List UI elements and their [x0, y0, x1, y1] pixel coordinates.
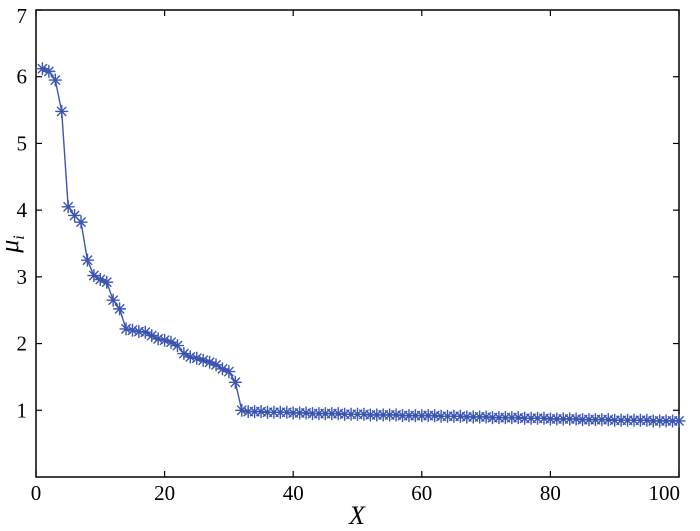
y-axis-title-subscript: i — [11, 235, 28, 239]
y-tick-label: 7 — [17, 4, 28, 28]
y-tick-label: 6 — [17, 65, 28, 89]
y-tick-label: 5 — [17, 131, 28, 155]
data-point-marker — [203, 355, 217, 369]
data-point-marker — [177, 347, 191, 361]
data-point-marker — [87, 269, 101, 283]
data-point-marker — [106, 293, 120, 307]
data-point-marker — [672, 414, 686, 428]
data-point-marker — [215, 362, 229, 376]
data-point-marker — [151, 332, 165, 346]
data-point-marker — [48, 73, 62, 87]
data-point-marker — [235, 403, 249, 417]
y-tick-label: 3 — [17, 265, 28, 289]
data-point-marker — [145, 329, 159, 343]
data-point-marker — [170, 339, 184, 353]
x-tick-label: 0 — [31, 481, 42, 505]
data-point-marker — [113, 302, 127, 316]
data-point-marker — [222, 365, 236, 379]
data-point-marker — [158, 333, 172, 347]
data-point-marker — [190, 351, 204, 365]
data-point-marker — [228, 375, 242, 389]
axis-tick-labels: 0 20 40 60 80 100 1 2 3 4 5 6 7 — [17, 4, 681, 505]
data-point-marker — [80, 253, 94, 267]
y-tick-label: 4 — [17, 198, 28, 222]
data-point-marker — [55, 104, 69, 118]
y-axis-title: μi — [0, 235, 28, 254]
series-markers — [35, 62, 686, 428]
data-point-marker — [183, 350, 197, 364]
data-point-marker — [93, 273, 107, 287]
data-point-marker — [138, 325, 152, 339]
data-point-marker — [35, 62, 49, 76]
x-axis-title: X — [348, 501, 366, 530]
x-tick-label: 40 — [283, 481, 304, 505]
data-point-marker — [68, 208, 82, 222]
data-point-marker — [74, 215, 88, 229]
data-point-marker — [164, 335, 178, 349]
x-tick-label: 80 — [540, 481, 561, 505]
y-axis-title-symbol: μ — [0, 240, 24, 254]
data-point-marker — [42, 64, 56, 78]
y-tick-label: 1 — [17, 398, 28, 422]
plot-frame — [35, 9, 680, 478]
x-tick-label: 60 — [411, 481, 432, 505]
series-line — [42, 68, 679, 422]
x-tick-label: 100 — [649, 481, 681, 505]
data-point-marker — [209, 358, 223, 372]
data-point-marker — [119, 322, 133, 336]
data-point-marker — [100, 275, 114, 289]
axis-ticks — [35, 9, 680, 477]
data-point-marker — [196, 353, 210, 367]
data-point-marker — [125, 323, 139, 337]
y-tick-label: 2 — [17, 332, 28, 356]
data-point-marker — [61, 200, 75, 214]
x-tick-label: 20 — [154, 481, 175, 505]
